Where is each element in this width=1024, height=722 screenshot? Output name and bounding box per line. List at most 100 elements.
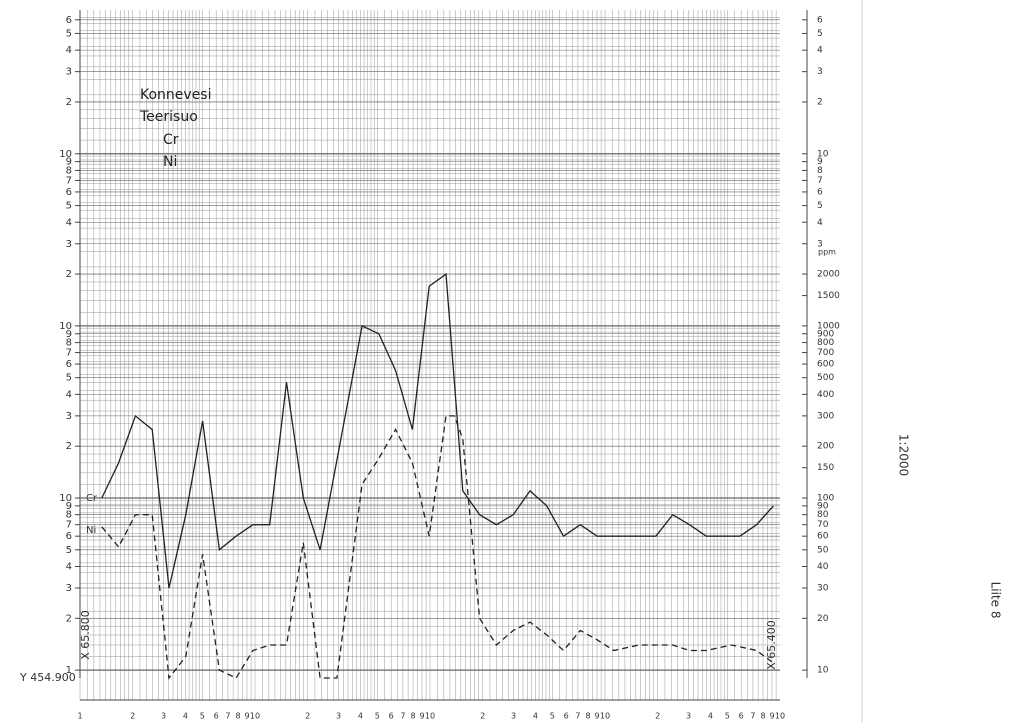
y-left-tick-label: 6 xyxy=(66,359,72,370)
paper-x-label: 10 xyxy=(600,712,610,721)
paper-x-label: 4 xyxy=(708,712,713,721)
y-tick-label: 60 xyxy=(817,532,829,542)
paper-x-label: 7 xyxy=(750,712,755,721)
y-left-tick-label: 1 xyxy=(66,665,72,676)
y-left-tick-label: 8 xyxy=(66,510,72,521)
paper-x-label: 5 xyxy=(375,712,380,721)
paper-x-label: 8 xyxy=(410,712,415,721)
y-tick-label: 8 xyxy=(817,166,823,176)
paper-x-label: 7 xyxy=(575,712,580,721)
paper-x-label: 4 xyxy=(183,712,188,721)
y-tick-label: 400 xyxy=(817,390,834,400)
y-tick-label: 10 xyxy=(817,666,829,676)
y-left-tick-label: 8 xyxy=(66,165,72,176)
paper-x-label: 3 xyxy=(511,712,516,721)
annotation: Y 454.900 xyxy=(19,671,76,684)
y-tick-label: 700 xyxy=(817,348,834,358)
y-tick-label: 200 xyxy=(817,442,834,452)
y-left-tick-label: 4 xyxy=(66,389,72,400)
paper-x-label: 10 xyxy=(250,712,260,721)
paper-x-label: 6 xyxy=(389,712,394,721)
legend-label: Cr xyxy=(163,132,179,148)
paper-x-label: 3 xyxy=(336,712,341,721)
y-tick-label: 4 xyxy=(817,218,823,228)
y-left-tick-label: 6 xyxy=(66,15,72,26)
y-left-tick-label: 7 xyxy=(66,348,72,359)
paper-x-label: 5 xyxy=(725,712,730,721)
y-tick-label: 6 xyxy=(817,15,823,25)
y-tick-label: 800 xyxy=(817,338,834,348)
y-tick-label: 3 xyxy=(817,67,823,77)
y-left-tick-label: 2 xyxy=(66,97,72,108)
y-tick-label: 7 xyxy=(817,176,823,186)
y-left-tick-label: 5 xyxy=(66,373,72,384)
y-tick-label: 4 xyxy=(817,46,823,56)
y-tick-label: 1000 xyxy=(817,321,840,331)
y-left-tick-label: 5 xyxy=(66,545,72,556)
annotation: X 65.800 xyxy=(79,610,92,660)
paper-x-label: 9 xyxy=(244,712,249,721)
y-left-tick-label: 9 xyxy=(66,501,72,512)
series-line xyxy=(101,272,774,589)
y-left-tick-label: 10 xyxy=(59,149,72,160)
scale-label: 1:2000 xyxy=(897,434,911,476)
y-tick-label: 2 xyxy=(817,97,823,107)
y-tick-label: 2000 xyxy=(817,270,840,280)
y-tick-label: 80 xyxy=(817,510,829,520)
paper-x-label: 6 xyxy=(564,712,569,721)
paper-x-label: 5 xyxy=(200,712,205,721)
y-axis-label: ppm xyxy=(818,248,836,257)
series-line xyxy=(101,415,774,680)
y-tick-label: 40 xyxy=(817,562,829,572)
paper-x-label: 6 xyxy=(739,712,744,721)
paper-x-label: 8 xyxy=(760,712,765,721)
y-tick-label: 300 xyxy=(817,411,834,421)
appendix-label: Liite 8 xyxy=(989,582,1003,619)
y-tick-label: 6 xyxy=(817,187,823,197)
paper-x-label: 4 xyxy=(358,712,363,721)
paper-x-label: 2 xyxy=(305,712,310,721)
y-tick-label: 50 xyxy=(817,545,829,555)
y-tick-label: 9 xyxy=(817,157,823,167)
paper-x-label: 10 xyxy=(775,712,785,721)
y-left-tick-label: 10 xyxy=(59,321,72,332)
y-tick-label: 3 xyxy=(817,239,823,249)
paper-x-label: 7 xyxy=(400,712,405,721)
y-tick-label: 70 xyxy=(817,520,829,530)
paper-x-label: 8 xyxy=(585,712,590,721)
y-left-tick-label: 7 xyxy=(66,520,72,531)
paper-x-label: 3 xyxy=(161,712,166,721)
y-left-tick-label: 3 xyxy=(66,411,72,422)
y-left-tick-label: 2 xyxy=(66,441,72,452)
paper-x-label: 2 xyxy=(480,712,485,721)
paper-x-label: 10 xyxy=(425,712,435,721)
y-tick-label: 1500 xyxy=(817,291,840,301)
y-left-tick-label: 2 xyxy=(66,613,72,624)
y-left-tick-label: 4 xyxy=(66,561,72,572)
y-left-tick-label: 3 xyxy=(66,239,72,250)
y-tick-label: 900 xyxy=(817,329,834,339)
paper-x-label: 5 xyxy=(550,712,555,721)
paper-x-label: 6 xyxy=(214,712,219,721)
y-left-tick-label: 9 xyxy=(66,329,72,340)
paper-x-label: 2 xyxy=(655,712,660,721)
y-tick-label: 500 xyxy=(817,373,834,383)
paper-x-label: 1 xyxy=(77,712,82,721)
series-label: Ni xyxy=(86,525,96,536)
paper-x-label: 8 xyxy=(235,712,240,721)
y-tick-label: 30 xyxy=(817,584,829,594)
y-tick-label: 10 xyxy=(817,149,829,159)
chart-title: Konnevesi xyxy=(140,87,212,103)
y-tick-label: 90 xyxy=(817,501,829,511)
legend-label: Ni xyxy=(163,154,177,170)
y-tick-label: 600 xyxy=(817,360,834,370)
y-tick-label: 100 xyxy=(817,494,834,504)
y-tick-label: 150 xyxy=(817,463,834,473)
y-tick-label: 5 xyxy=(817,201,823,211)
y-left-tick-label: 4 xyxy=(66,45,72,56)
y-left-tick-label: 6 xyxy=(66,531,72,542)
y-left-tick-label: 4 xyxy=(66,217,72,228)
paper-x-label: 7 xyxy=(225,712,230,721)
y-left-tick-label: 5 xyxy=(66,28,72,39)
